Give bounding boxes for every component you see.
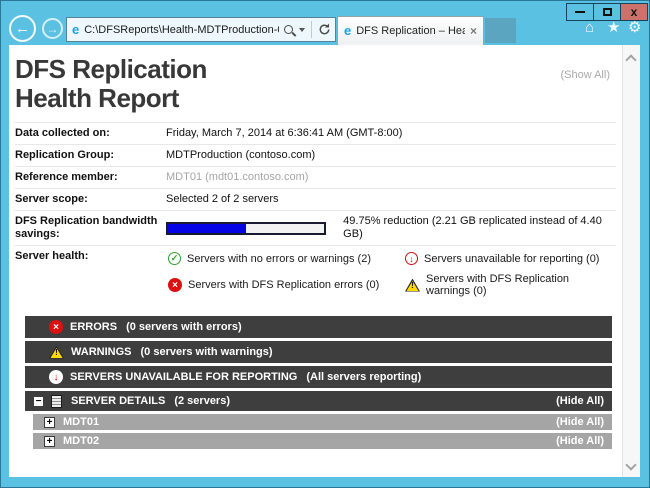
row-label: Server health: xyxy=(15,250,89,262)
browser-chrome: C:\DFSReports\Health-MDTProduction-07Ma … xyxy=(9,1,642,45)
report-page: DFS Replication Health Report (Show All)… xyxy=(9,45,622,477)
server-name: MDT02 xyxy=(63,435,100,447)
bandwidth-text: 49.75% reduction (2.21 GB replicated ins… xyxy=(343,215,602,240)
error-icon xyxy=(168,278,182,292)
section-title: SERVERS UNAVAILABLE FOR REPORTING xyxy=(70,371,298,383)
bandwidth-label-line1: DFS Replication bandwidth xyxy=(15,215,158,227)
section-unavailable[interactable]: SERVERS UNAVAILABLE FOR REPORTING (All s… xyxy=(25,366,612,388)
health-item-text: Servers unavailable for reporting (0) xyxy=(424,252,600,265)
home-icon[interactable] xyxy=(585,20,594,35)
row-label: DFS Replication bandwidth savings: xyxy=(15,215,166,241)
page-title: DFS Replication Health Report xyxy=(15,55,622,113)
minimize-icon xyxy=(575,11,585,13)
health-item: Servers unavailable for reporting (0) xyxy=(405,252,616,265)
expand-icon[interactable] xyxy=(44,435,55,447)
section-subtitle: (0 servers with errors) xyxy=(126,321,242,333)
row-label: Reference member: xyxy=(15,171,118,183)
favorites-icon[interactable] xyxy=(607,20,620,35)
show-all-link[interactable]: (Show All) xyxy=(560,69,610,81)
window-controls xyxy=(566,3,648,21)
section-warnings[interactable]: WARNINGS (0 servers with warnings) xyxy=(25,341,612,363)
hide-all-link[interactable]: (Hide All) xyxy=(556,395,604,407)
page-title-line1: DFS Replication xyxy=(15,54,207,84)
section-server-details[interactable]: SERVER DETAILS (2 servers) (Hide All) xyxy=(25,391,612,411)
health-item-text: Servers with DFS Replication errors (0) xyxy=(188,279,380,291)
section-subtitle: (All servers reporting) xyxy=(306,371,422,383)
refresh-icon[interactable] xyxy=(318,23,331,36)
report-sections: ERRORS (0 servers with errors) WARNINGS … xyxy=(9,316,622,449)
bandwidth-label-line2: savings: xyxy=(15,228,60,240)
minimize-button[interactable] xyxy=(566,3,594,21)
address-bar-icons xyxy=(284,21,331,38)
warning-icon xyxy=(405,278,420,292)
server-health-row: Server health: Servers with no errors or… xyxy=(15,245,616,307)
health-item: Servers with DFS Replication warnings (0… xyxy=(405,273,616,297)
hide-all-link[interactable]: (Hide All) xyxy=(556,416,604,428)
vertical-scrollbar[interactable] xyxy=(622,45,640,477)
table-row: Server scope: Selected 2 of 2 servers xyxy=(15,188,616,210)
page-title-line2: Health Report xyxy=(15,83,179,113)
address-bar[interactable]: C:\DFSReports\Health-MDTProduction-07Ma xyxy=(66,17,336,42)
browser-tab[interactable]: DFS Replication – Health Re... xyxy=(337,16,484,45)
bandwidth-progress-bar xyxy=(166,221,327,235)
server-row-mdt01[interactable]: MDT01 (Hide All) xyxy=(33,414,612,430)
table-row: Reference member: MDT01 (mdt01.contoso.c… xyxy=(15,166,616,188)
section-subtitle: (0 servers with warnings) xyxy=(140,346,273,358)
close-button[interactable] xyxy=(620,3,648,21)
section-subtitle: (2 servers) xyxy=(174,395,230,407)
collapse-icon[interactable] xyxy=(33,395,44,407)
section-title: WARNINGS xyxy=(71,346,132,358)
page-favicon-icon xyxy=(72,24,79,36)
unavailable-icon xyxy=(49,370,63,384)
maximize-button[interactable] xyxy=(593,3,621,21)
row-value: Friday, March 7, 2014 at 6:36:41 AM (GMT… xyxy=(166,127,403,139)
tab-close-icon[interactable] xyxy=(470,24,477,38)
hide-all-link[interactable]: (Hide All) xyxy=(556,435,604,447)
server-row-mdt02[interactable]: MDT02 (Hide All) xyxy=(33,433,612,449)
section-title: SERVER DETAILS xyxy=(71,395,166,407)
back-button[interactable] xyxy=(9,15,36,42)
tools-icon[interactable] xyxy=(628,20,641,35)
bandwidth-row: DFS Replication bandwidth savings: 49.75… xyxy=(15,210,616,245)
server-health-grid: Servers with no errors or warnings (2) S… xyxy=(166,250,616,303)
page-client-area: DFS Replication Health Report (Show All)… xyxy=(9,45,640,477)
row-value: MDT01 (mdt01.contoso.com) xyxy=(166,171,309,183)
row-value: Selected 2 of 2 servers xyxy=(166,193,279,205)
forward-button[interactable] xyxy=(42,18,63,39)
section-title: ERRORS xyxy=(70,321,118,333)
ok-icon xyxy=(168,252,181,265)
url-text[interactable]: C:\DFSReports\Health-MDTProduction-07Ma xyxy=(84,23,279,36)
scroll-down-icon[interactable] xyxy=(625,459,637,471)
row-label: Server scope: xyxy=(15,193,88,205)
server-name: MDT01 xyxy=(63,416,100,428)
row-label: Data collected on: xyxy=(15,127,110,139)
unavailable-icon xyxy=(405,252,418,265)
new-tab-button[interactable] xyxy=(485,18,516,43)
tab-title: DFS Replication – Health Re... xyxy=(356,25,465,37)
maximize-icon xyxy=(602,8,612,16)
report-summary-table: Data collected on: Friday, March 7, 2014… xyxy=(15,122,616,307)
health-item-text: Servers with DFS Replication warnings (0… xyxy=(426,273,570,297)
warning-icon xyxy=(49,345,64,359)
error-icon xyxy=(49,320,63,334)
section-errors[interactable]: ERRORS (0 servers with errors) xyxy=(25,316,612,338)
address-separator xyxy=(311,21,312,38)
row-value: MDTProduction (contoso.com) xyxy=(166,149,316,161)
close-icon xyxy=(631,3,638,21)
expand-icon[interactable] xyxy=(44,416,55,428)
search-icon[interactable] xyxy=(284,25,293,34)
table-row: Data collected on: Friday, March 7, 2014… xyxy=(15,122,616,144)
server-icon xyxy=(51,394,62,408)
scroll-up-icon[interactable] xyxy=(625,54,637,66)
row-label: Replication Group: xyxy=(15,149,114,161)
tab-favicon-icon xyxy=(344,25,351,37)
table-row: Replication Group: MDTProduction (contos… xyxy=(15,144,616,166)
url-dropdown-icon[interactable] xyxy=(299,27,305,32)
bandwidth-value: 49.75% reduction (2.21 GB replicated ins… xyxy=(166,215,616,241)
health-item: Servers with no errors or warnings (2) xyxy=(168,252,405,265)
health-item: Servers with DFS Replication errors (0) xyxy=(168,273,405,297)
bandwidth-progress-fill xyxy=(168,223,246,233)
health-item-text: Servers with no errors or warnings (2) xyxy=(187,252,372,265)
